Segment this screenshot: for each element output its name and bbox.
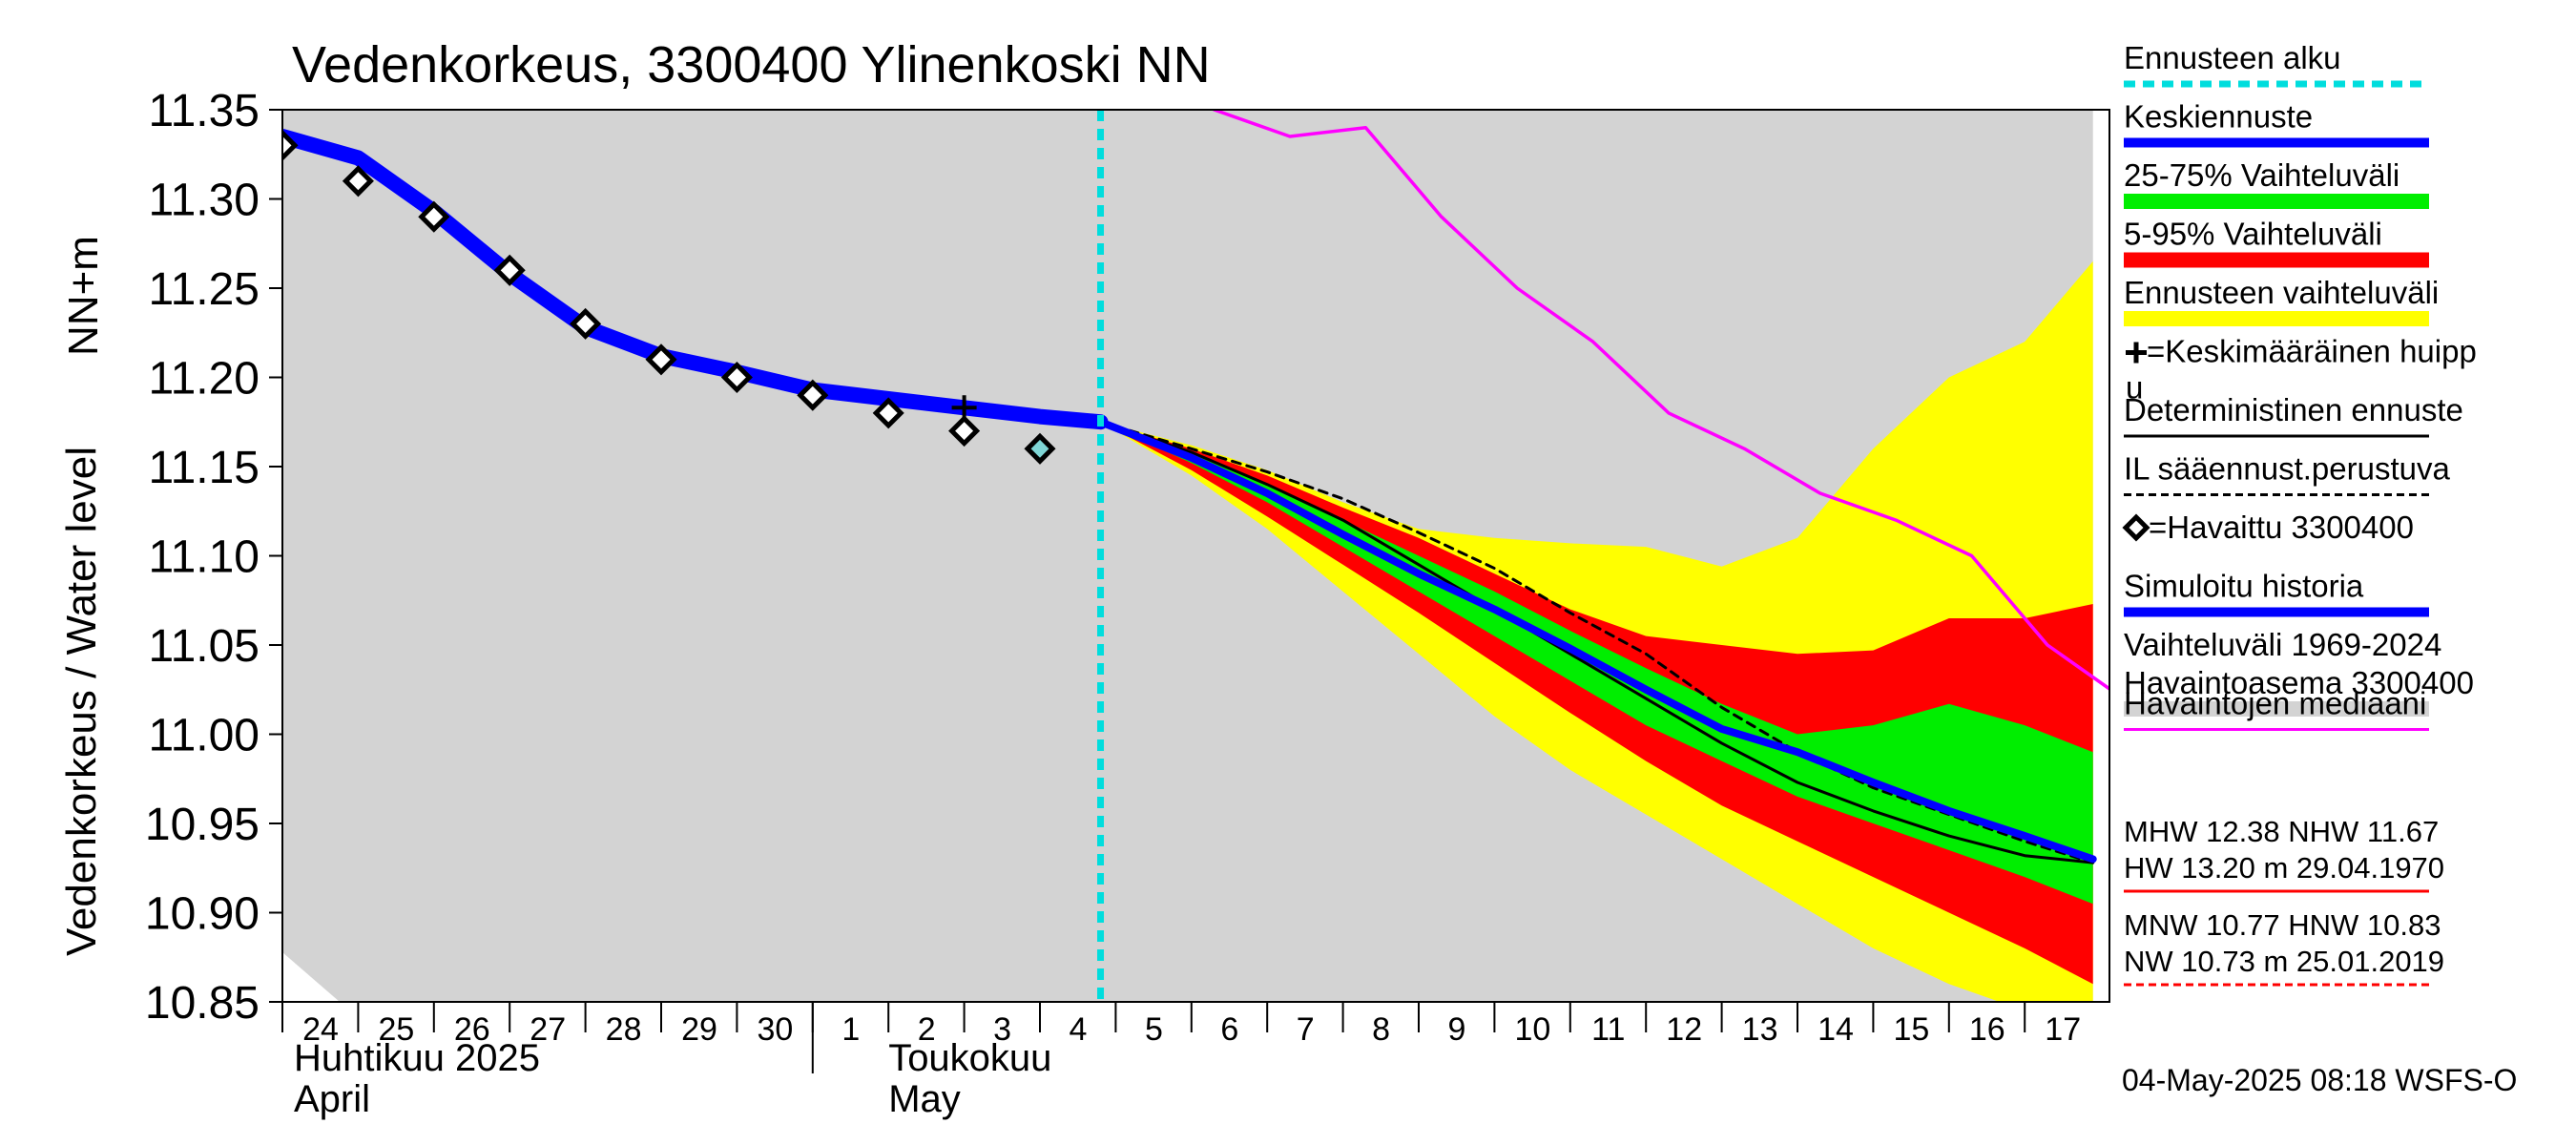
x-tick-label: 12 [1666, 1011, 1702, 1048]
legend-label: Ennusteen vaihteluväli [2124, 275, 2439, 310]
x-tick-label: 24 [302, 1011, 339, 1048]
x-tick-label: 26 [454, 1011, 490, 1048]
series-6-line [1099, 420, 2095, 864]
y-tick-label: 11.10 [148, 532, 260, 583]
legend-cross-icon [2126, 342, 2147, 364]
observed-point [1024, 432, 1056, 465]
y-tick-label: 11.15 [148, 443, 260, 493]
observed-point [948, 415, 981, 448]
x-tick-label: 13 [1742, 1011, 1778, 1048]
legend-label: Simuloitu historia [2124, 569, 2364, 604]
x-tick-label: 14 [1818, 1011, 1854, 1048]
legend: Ennusteen alku Keskiennuste 25-75% Vaihtel… [2122, 40, 2477, 731]
stat-line: MNW 10.77 HNW 10.83 [2124, 908, 2441, 942]
x-tick-label: 1 [841, 1011, 860, 1048]
legend-label: Deterministinen ennuste [2124, 392, 2463, 427]
observed-point [493, 254, 526, 286]
x-tick-label: 4 [1070, 1011, 1088, 1048]
y-tick-label: 11.25 [148, 264, 260, 315]
x-tick-label: 7 [1297, 1011, 1315, 1048]
observed-point [418, 200, 450, 233]
series-8-line [1096, 418, 2097, 864]
legend-label: Vaihteluväli 1969-2024 [2124, 627, 2441, 662]
x-tick-label: 9 [1448, 1011, 1466, 1048]
x-tick-label: 2 [918, 1011, 936, 1048]
series-7-line [282, 129, 1109, 430]
stat-line: NW 10.73 m 25.01.2019 [2124, 945, 2444, 978]
x-tick-label: 6 [1220, 1011, 1238, 1048]
series-layer [282, 110, 2109, 1002]
x-tick-label: 29 [681, 1011, 717, 1048]
legend-label: IL sääennust.perustuva [2124, 451, 2450, 487]
series-2-band [1100, 422, 2093, 985]
x-tick-label: 30 [757, 1011, 793, 1048]
y-tick-label: 11.35 [148, 86, 260, 136]
x-tick-label: 27 [530, 1011, 566, 1048]
x-axis: 24 25 26 27 28 29 30 1 2 3 4 5 6 7 8 9 10 11 12 13 14 15 16 17 [281, 1002, 2081, 1073]
observed-point [342, 165, 374, 198]
no-data-corner [282, 952, 340, 1002]
x-tick-label: 15 [1893, 1011, 1929, 1048]
legend-label: 5-95% Vaihteluväli [2124, 217, 2382, 252]
legend-label: =Havaittu 3300400 [2149, 510, 2414, 545]
y-tick-label: 10.90 [145, 889, 260, 940]
observed-point [797, 379, 829, 411]
x-tick-label: 17 [2045, 1011, 2081, 1048]
y-tick-label: 10.95 [145, 800, 260, 850]
x-tick-label: 3 [993, 1011, 1011, 1048]
observed-point [872, 397, 904, 429]
month-label-en: May [888, 1078, 961, 1120]
y-axis-label: Vedenkorkeus / Water level [58, 447, 105, 956]
x-tick-label: 28 [606, 1011, 642, 1048]
legend-label-cont: u [2126, 370, 2143, 406]
y-tick-label: 11.00 [148, 711, 260, 761]
x-tick-label: 8 [1372, 1011, 1390, 1048]
series-4-line [1212, 110, 2109, 692]
chart-title: Vedenkorkeus, 3300400 Ylinenkoski NN [292, 36, 1211, 94]
y-axis-unit: NN+m [60, 236, 107, 356]
stat-line: MHW 12.38 NHW 11.67 [2124, 815, 2439, 848]
x-tick-label: 5 [1145, 1011, 1163, 1048]
month-label: Toukokuu [888, 1037, 1051, 1079]
observed-point [570, 307, 602, 340]
x-tick-label: 10 [1514, 1011, 1550, 1048]
legend-label-cont: Havaintoasema 3300400 [2124, 665, 2474, 700]
x-tick-label: 16 [1969, 1011, 2005, 1048]
series-5-line [1099, 420, 2095, 864]
y-tick-label: 11.05 [148, 621, 260, 672]
y-tick-label: 10.85 [145, 978, 260, 1029]
legend-label: Ennusteen alku [2124, 40, 2341, 75]
legend-label: =Keskimääräinen huipp [2147, 334, 2477, 369]
month-label: Huhtikuu 2025 [294, 1037, 540, 1079]
timestamp-footer: 04-May-2025 08:18 WSFS-O [2122, 1063, 2517, 1097]
legend-label: Keskiennuste [2124, 99, 2313, 135]
legend-diamond-icon [2122, 513, 2150, 542]
month-label-en: April [294, 1078, 370, 1120]
x-tick-label: 11 [1591, 1011, 1625, 1048]
y-tick-label: 11.20 [148, 354, 260, 405]
observed-point [720, 361, 753, 394]
legend-label: 25-75% Vaihteluväli [2124, 157, 2399, 193]
observed-point [282, 129, 299, 161]
legend-label: Havaintojen mediaani [2124, 686, 2426, 721]
stat-line: HW 13.20 m 29.04.1970 [2124, 851, 2444, 885]
y-tick-label: 11.30 [148, 176, 260, 226]
x-tick-label: 25 [378, 1011, 414, 1048]
y-axis: 11.35 11.30 11.25 11.20 11.15 11.10 11.05 11.00… [145, 86, 282, 1029]
observed-point [645, 344, 677, 376]
mean-peak-marker [951, 395, 977, 421]
